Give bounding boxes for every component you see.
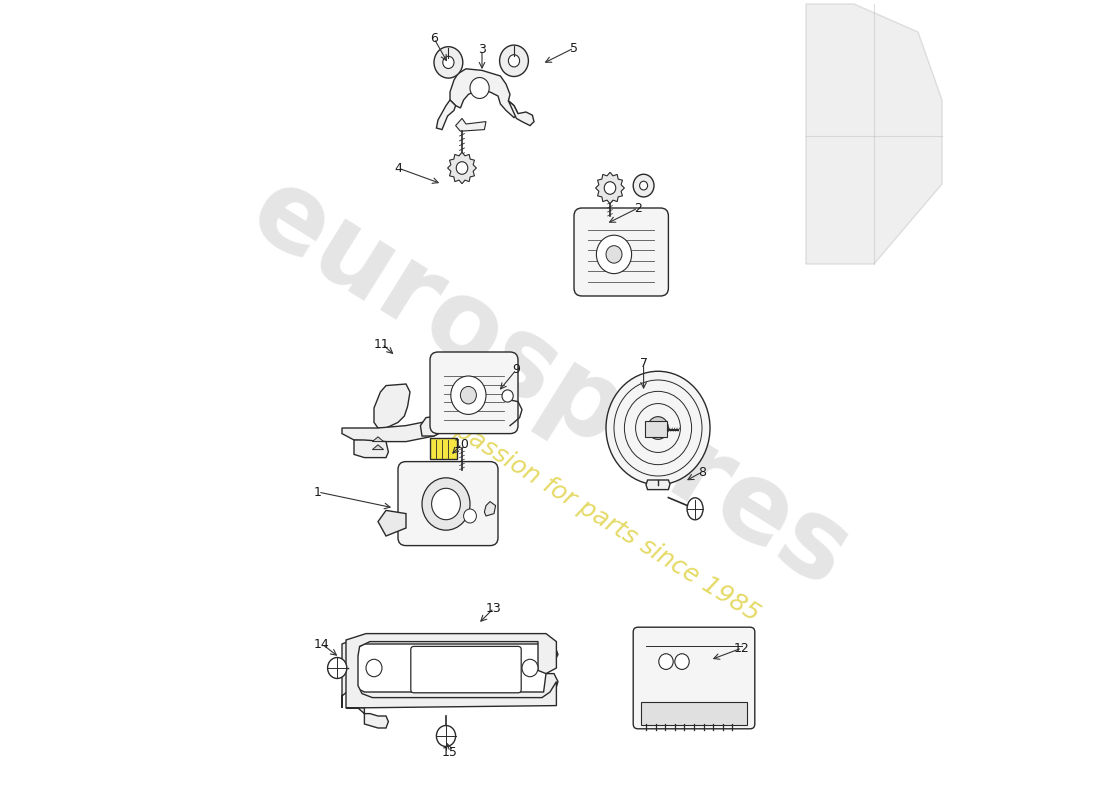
FancyBboxPatch shape xyxy=(634,627,755,729)
Ellipse shape xyxy=(639,182,648,190)
Ellipse shape xyxy=(437,726,455,746)
FancyBboxPatch shape xyxy=(574,208,669,296)
Ellipse shape xyxy=(522,659,538,677)
Text: 9: 9 xyxy=(513,363,520,376)
Ellipse shape xyxy=(502,390,514,402)
Ellipse shape xyxy=(328,658,346,678)
Text: a passion for parts since 1985: a passion for parts since 1985 xyxy=(431,406,764,626)
Ellipse shape xyxy=(508,54,519,67)
Text: 15: 15 xyxy=(442,746,458,758)
Ellipse shape xyxy=(431,488,461,520)
Polygon shape xyxy=(508,101,534,126)
Text: 10: 10 xyxy=(454,438,470,450)
Ellipse shape xyxy=(648,417,669,439)
Text: 4: 4 xyxy=(394,162,402,174)
Polygon shape xyxy=(595,172,625,204)
FancyBboxPatch shape xyxy=(646,421,667,437)
Ellipse shape xyxy=(366,659,382,677)
Polygon shape xyxy=(374,384,410,428)
Text: 2: 2 xyxy=(634,202,642,214)
Text: 1: 1 xyxy=(315,486,322,498)
Polygon shape xyxy=(342,420,446,442)
Ellipse shape xyxy=(434,46,463,78)
Ellipse shape xyxy=(634,174,654,197)
Polygon shape xyxy=(450,69,518,118)
Ellipse shape xyxy=(674,654,690,670)
Polygon shape xyxy=(448,152,476,184)
Text: 8: 8 xyxy=(698,466,706,478)
Ellipse shape xyxy=(499,45,528,77)
Ellipse shape xyxy=(688,498,703,520)
Text: eurospares: eurospares xyxy=(231,158,869,610)
Text: 11: 11 xyxy=(374,338,389,350)
FancyBboxPatch shape xyxy=(430,438,458,459)
Polygon shape xyxy=(342,636,558,708)
Text: 14: 14 xyxy=(315,638,330,650)
Polygon shape xyxy=(373,445,384,450)
Polygon shape xyxy=(455,118,486,131)
Ellipse shape xyxy=(596,235,631,274)
Ellipse shape xyxy=(604,182,616,194)
Ellipse shape xyxy=(451,376,486,414)
Text: 13: 13 xyxy=(486,602,502,614)
Text: 12: 12 xyxy=(734,642,750,654)
Ellipse shape xyxy=(456,162,468,174)
Ellipse shape xyxy=(443,56,454,69)
Text: 6: 6 xyxy=(430,32,438,45)
Ellipse shape xyxy=(659,654,673,670)
Polygon shape xyxy=(346,634,557,708)
Ellipse shape xyxy=(606,246,621,263)
Text: 7: 7 xyxy=(639,358,648,370)
Polygon shape xyxy=(346,708,388,728)
Text: 3: 3 xyxy=(478,43,486,56)
Ellipse shape xyxy=(606,371,710,485)
FancyBboxPatch shape xyxy=(398,462,498,546)
Polygon shape xyxy=(354,440,388,458)
Polygon shape xyxy=(378,510,406,536)
Ellipse shape xyxy=(422,478,470,530)
Polygon shape xyxy=(420,416,446,436)
Polygon shape xyxy=(373,437,384,442)
Polygon shape xyxy=(646,480,670,490)
FancyBboxPatch shape xyxy=(641,702,747,725)
FancyBboxPatch shape xyxy=(410,646,521,693)
Ellipse shape xyxy=(470,78,490,98)
Text: 5: 5 xyxy=(570,42,578,54)
Ellipse shape xyxy=(461,386,476,404)
Polygon shape xyxy=(484,502,496,516)
Polygon shape xyxy=(437,100,455,130)
Polygon shape xyxy=(806,4,942,264)
Ellipse shape xyxy=(463,509,476,523)
FancyBboxPatch shape xyxy=(430,352,518,434)
